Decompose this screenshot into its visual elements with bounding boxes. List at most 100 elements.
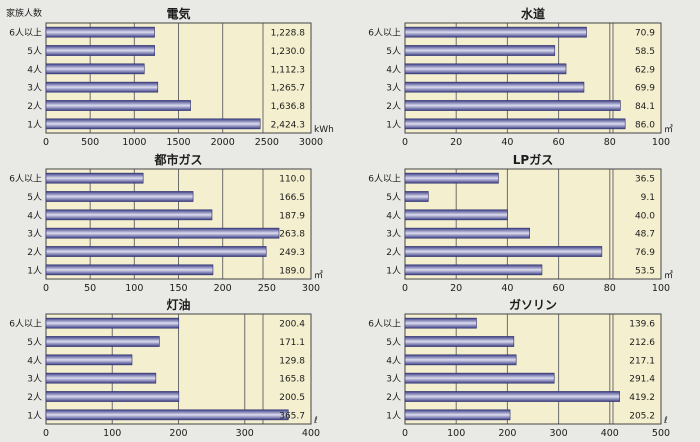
bar <box>404 391 620 402</box>
tick-label: 0 <box>43 428 49 438</box>
bar <box>45 391 180 402</box>
category-label: 4人 <box>27 355 42 366</box>
value-label: 69.9 <box>635 84 655 94</box>
tick-label: 200 <box>498 428 516 438</box>
category-label: 5人 <box>27 46 42 57</box>
value-label: 205.2 <box>629 411 655 421</box>
category-label: 3人 <box>27 83 42 94</box>
bar <box>45 264 214 276</box>
tick-label: 0 <box>402 428 408 438</box>
category-label: 5人 <box>386 192 401 203</box>
chart-title: LPガス <box>513 152 553 167</box>
tick-label: 40 <box>501 137 513 148</box>
value-label: 263.8 <box>279 230 305 240</box>
category-label: 6人以上 <box>9 28 42 39</box>
bar <box>45 172 144 184</box>
category-label: 2人 <box>386 247 401 258</box>
value-label: 1,230.0 <box>271 47 306 57</box>
chart-panel-5: 6人以上 200.4 5人 171.1 4人 129.8 3人 165.8 2人 200.5 1人 3… <box>9 297 320 439</box>
bar <box>404 264 543 276</box>
value-label: 291.4 <box>629 375 655 385</box>
chart-title: 水道 <box>521 6 545 21</box>
bar <box>404 26 587 38</box>
bar <box>404 209 508 221</box>
value-label: 40.0 <box>635 211 655 221</box>
tick-label: 80 <box>604 137 616 148</box>
category-label: 3人 <box>386 83 401 94</box>
tick-label: 200 <box>214 283 232 294</box>
tick-label: 500 <box>81 137 99 148</box>
bar <box>45 81 159 93</box>
category-label: 6人以上 <box>9 319 42 330</box>
category-label: 6人以上 <box>368 319 401 330</box>
plot-frame <box>404 168 662 280</box>
category-label: 4人 <box>27 64 42 75</box>
category-label: 6人以上 <box>368 174 401 185</box>
chart-title: 電気 <box>166 6 190 21</box>
value-label: 36.5 <box>635 175 655 185</box>
bar <box>404 246 603 257</box>
category-label: 3人 <box>27 229 42 240</box>
value-label: 200.4 <box>279 320 305 330</box>
category-label: 2人 <box>27 247 42 258</box>
category-label: 5人 <box>386 46 401 57</box>
bar <box>404 336 515 347</box>
bar <box>404 191 429 202</box>
category-label: 5人 <box>27 337 42 348</box>
bar <box>45 209 213 221</box>
tick-label: 80 <box>604 283 616 294</box>
value-label: 187.9 <box>279 211 305 221</box>
bar <box>404 172 499 184</box>
category-label: 6人以上 <box>9 174 42 185</box>
value-label: 129.8 <box>279 356 305 366</box>
tick-label: 150 <box>169 283 187 294</box>
category-label: 4人 <box>386 64 401 75</box>
tick-label: 500 <box>652 428 670 438</box>
bar <box>45 26 155 38</box>
plot-area <box>405 314 661 424</box>
bar <box>45 63 145 75</box>
bar <box>45 45 155 56</box>
value-label: 9.1 <box>641 193 655 203</box>
category-label: 1人 <box>27 410 42 421</box>
tick-label: 60 <box>553 137 565 148</box>
value-label: 171.1 <box>279 338 305 348</box>
bar <box>45 246 267 257</box>
plot-frame <box>404 22 662 134</box>
category-label: 4人 <box>386 355 401 366</box>
tick-label: 1500 <box>166 137 190 148</box>
tick-label: 20 <box>450 283 462 294</box>
tick-label: 50 <box>84 283 96 294</box>
category-label: 4人 <box>386 210 401 221</box>
value-label: 76.9 <box>635 248 655 258</box>
value-label: 189.0 <box>279 266 305 276</box>
value-label: 249.3 <box>279 248 305 258</box>
bar <box>404 227 530 239</box>
tick-label: 3000 <box>299 137 323 148</box>
bar <box>45 227 280 239</box>
bar <box>404 63 567 75</box>
unit-label: ㎥ <box>664 124 673 135</box>
unit-label: ℓ <box>313 416 318 426</box>
value-label: 212.6 <box>629 338 655 348</box>
category-label: 3人 <box>386 374 401 385</box>
value-label: 53.5 <box>635 266 655 276</box>
bar <box>404 118 626 130</box>
unit-label: kWh <box>314 125 334 135</box>
plot-frame <box>45 22 312 134</box>
category-label: 2人 <box>386 392 401 403</box>
category-label: 2人 <box>27 101 42 112</box>
plot-area <box>405 23 661 133</box>
bar <box>45 409 289 421</box>
tick-label: 100 <box>652 137 670 148</box>
value-label: 365.7 <box>279 411 305 421</box>
tick-label: 400 <box>302 428 320 438</box>
bar <box>404 81 585 93</box>
unit-label: ㎥ <box>664 270 673 281</box>
bar <box>45 336 160 347</box>
plot-frame <box>404 313 662 425</box>
chart-panel-4: 6人以上 36.5 5人 9.1 4人 40.0 3人 48.7 2人 76.9 1人 53.5 0 20… <box>368 152 673 294</box>
category-label: 1人 <box>386 119 401 130</box>
